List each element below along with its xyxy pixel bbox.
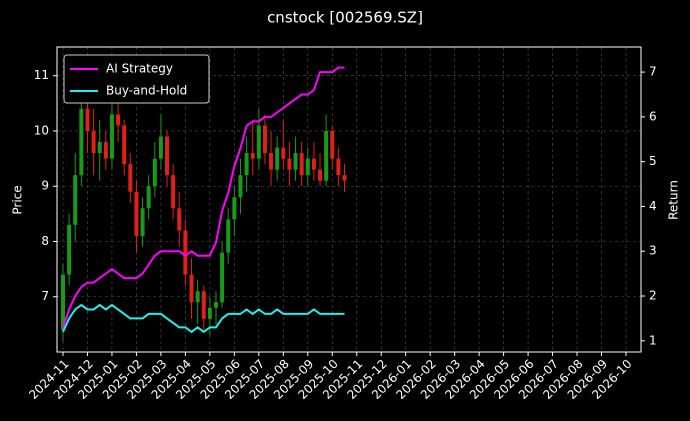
y2-axis-label: Return (667, 180, 681, 220)
candle-body (275, 147, 280, 170)
plot-frame (56, 46, 642, 353)
candle-body (73, 175, 78, 225)
candle-body (311, 158, 316, 170)
y2-tick-label: 7 (649, 65, 657, 79)
y2-tick-label: 1 (649, 333, 657, 347)
candle-body (207, 307, 212, 319)
candle-body (134, 191, 139, 236)
candle-body (158, 136, 163, 159)
candle-body (171, 175, 176, 209)
legend-label: AI Strategy (106, 62, 173, 76)
candle-body (318, 169, 323, 181)
legend-box (63, 54, 210, 104)
candle-body (103, 142, 108, 159)
candle-body (256, 125, 261, 159)
series-line (62, 66, 345, 328)
y-tick-label: 10 (34, 123, 49, 137)
y-tick-label: 8 (41, 234, 49, 248)
candle-body (305, 158, 310, 176)
y-tick-label: 9 (41, 179, 49, 193)
candle-body (232, 197, 237, 220)
candle-body (61, 274, 65, 330)
candle-body (299, 153, 304, 176)
y2-tick-label: 4 (649, 199, 657, 213)
candle-body (287, 158, 292, 170)
candle-body (201, 291, 206, 319)
candle-body (177, 208, 182, 231)
candle-body (146, 186, 151, 209)
candle-body (67, 224, 72, 275)
y2-tick-label: 6 (649, 109, 657, 123)
candle-body (342, 175, 347, 181)
y2-tick-label: 2 (649, 289, 657, 303)
candle-body (189, 274, 194, 303)
series-line (62, 303, 345, 334)
candle-body (213, 302, 218, 308)
candle-body (244, 153, 249, 176)
candle-body (330, 130, 335, 159)
candle-body (128, 164, 133, 192)
candle-body (324, 130, 329, 181)
y2-tick-label: 3 (649, 244, 657, 258)
candle-body (165, 136, 170, 176)
candle-body (293, 153, 298, 170)
y2-tick-label: 5 (649, 154, 657, 168)
candle-body (250, 153, 255, 159)
candle-body (336, 158, 341, 176)
candle-body (140, 208, 145, 236)
candle-body (122, 125, 127, 165)
candle-body (195, 291, 200, 303)
y-axis-label: Price (11, 185, 25, 214)
candle-body (183, 230, 188, 275)
candle-body (152, 158, 157, 187)
candle-body (79, 108, 84, 176)
candle-body (116, 114, 121, 126)
y-tick-label: 7 (41, 289, 49, 303)
candle-body (269, 153, 274, 170)
legend-label: Buy-and-Hold (106, 84, 187, 98)
candle-body (281, 147, 286, 159)
candle-body (109, 114, 114, 159)
candle-body (91, 130, 96, 154)
candle-body (97, 142, 102, 154)
candle-body (226, 219, 231, 253)
candle-body (238, 175, 243, 198)
chart-title: cnstock [002569.SZ] (267, 9, 423, 27)
candle-body (85, 108, 90, 131)
candle-body (262, 125, 267, 154)
candle-body (220, 252, 225, 303)
y-tick-label: 11 (34, 68, 49, 82)
